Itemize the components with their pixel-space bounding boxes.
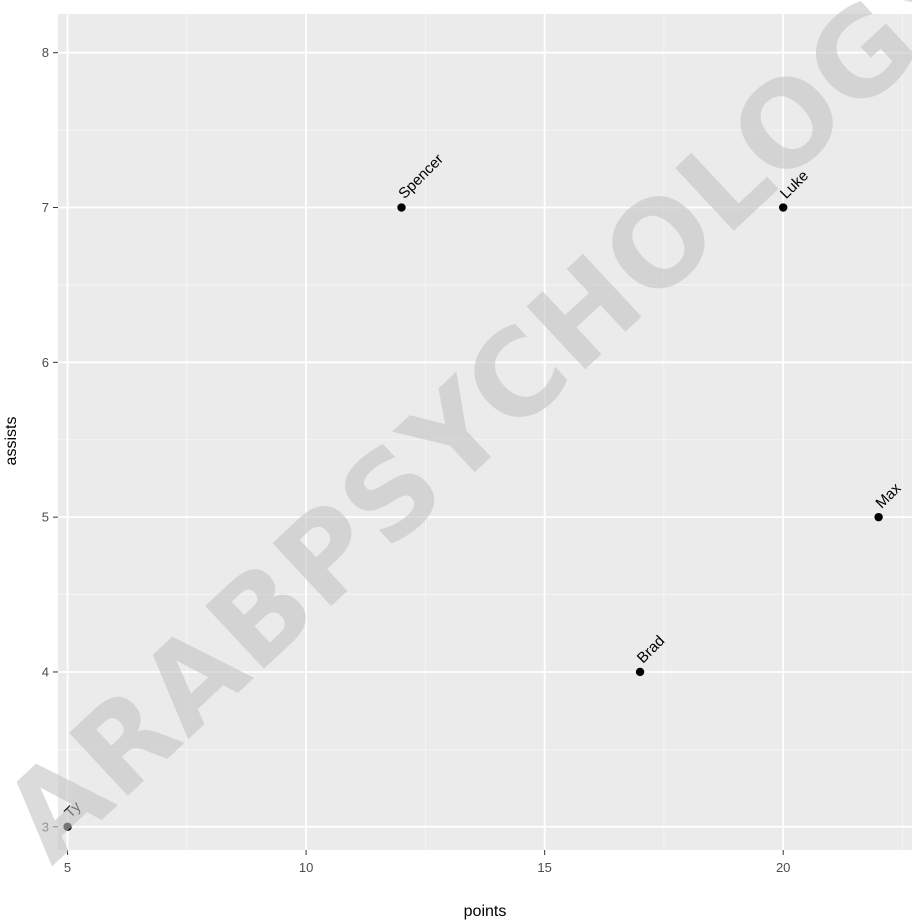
data-points — [63, 203, 883, 831]
y-tick-label: 6 — [42, 355, 49, 370]
minor-grid — [58, 14, 912, 850]
plot-panel — [58, 14, 912, 850]
data-point-max — [874, 512, 883, 522]
y-tick-label: 4 — [42, 664, 49, 679]
y-tick-label: 3 — [42, 819, 49, 834]
x-tick-label: 15 — [537, 860, 551, 875]
data-point-spencer — [397, 203, 406, 212]
x-axis-ticks: 5 10 15 20 — [64, 850, 790, 875]
data-point-luke — [778, 203, 788, 212]
data-point-ty — [63, 822, 72, 831]
major-grid — [58, 14, 912, 850]
x-tick-label: 5 — [64, 860, 71, 875]
y-tick-label: 7 — [42, 200, 49, 215]
y-axis-title: assists — [3, 417, 20, 466]
y-axis-ticks: 3 4 5 6 7 8 — [42, 45, 58, 834]
x-axis-title: points — [464, 903, 507, 920]
y-tick-label: 8 — [42, 45, 49, 60]
y-tick-label: 5 — [42, 510, 49, 525]
x-tick-label: 10 — [299, 860, 313, 875]
data-point-brad — [635, 667, 645, 677]
x-tick-label: 20 — [776, 860, 790, 875]
